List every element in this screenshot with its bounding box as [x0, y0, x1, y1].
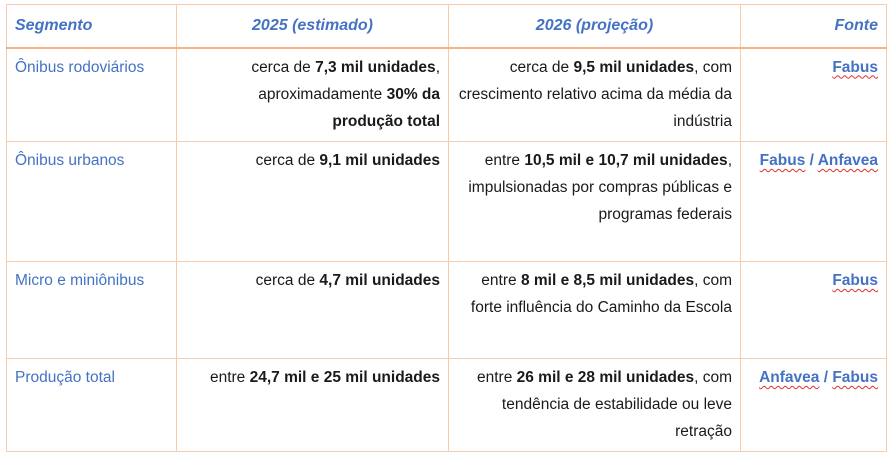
estimate-2025-cell: entre 24,7 mil e 25 mil unidades — [176, 358, 449, 452]
text-run: , aproximadamente — [258, 58, 440, 103]
source-link[interactable]: Anfavea — [817, 152, 878, 169]
text-run: , com forte influência do Caminho da Esc… — [470, 272, 732, 316]
header-segmento: Segmento — [6, 4, 177, 49]
bus-production-table: Segmento 2025 (estimado) 2026 (projeção)… — [6, 4, 887, 452]
text-run: entre — [209, 369, 250, 386]
source-link[interactable]: Fabus — [759, 152, 806, 169]
segment-table-container: Segmento 2025 (estimado) 2026 (projeção)… — [6, 4, 887, 452]
table-header-row: Segmento 2025 (estimado) 2026 (projeção)… — [6, 4, 887, 49]
projection-2026-cell: entre 26 mil e 28 mil unidades, com tend… — [448, 358, 741, 452]
bold-run: 4,7 mil unidades — [319, 272, 440, 289]
estimate-2025-cell: cerca de 9,1 mil unidades — [176, 141, 449, 262]
header-2026: 2026 (projeção) — [448, 4, 741, 49]
table-row: Micro e miniônibus cerca de 4,7 mil unid… — [6, 261, 887, 359]
text-run: , com crescimento relativo acima da médi… — [458, 58, 732, 130]
bold-run: 26 mil e 28 mil unidades — [516, 369, 695, 386]
source-link[interactable]: Fabus — [832, 272, 878, 289]
table-row: Produção total entre 24,7 mil e 25 mil u… — [6, 358, 887, 452]
text-run: , com tendência de estabilidade ou leve … — [501, 369, 732, 440]
table-row: Ônibus urbanos cerca de 9,1 mil unidades… — [6, 141, 887, 262]
text-run: entre — [476, 369, 517, 386]
estimate-2025-cell: cerca de 7,3 mil unidades, aproximadamen… — [176, 47, 449, 142]
text-run: cerca de — [251, 58, 316, 76]
bold-run: 30% da produção total — [332, 85, 440, 130]
segment-cell: Ônibus urbanos — [6, 141, 177, 262]
source-separator: / — [819, 369, 833, 386]
source-link[interactable]: Fabus — [832, 369, 878, 386]
text-run: cerca de — [509, 58, 574, 76]
bold-run: 10,5 mil e 10,7 mil unidades — [524, 152, 728, 169]
text-run: entre — [481, 272, 521, 289]
estimate-2025-cell: cerca de 4,7 mil unidades — [176, 261, 449, 359]
projection-2026-cell: entre 10,5 mil e 10,7 mil unidades, impu… — [448, 141, 741, 262]
source-separator: / — [805, 152, 818, 169]
segment-cell: Ônibus rodoviários — [6, 47, 177, 142]
header-fonte: Fonte — [740, 4, 887, 49]
table-row: Ônibus rodoviários cerca de 7,3 mil unid… — [6, 47, 887, 142]
projection-2026-cell: cerca de 9,5 mil unidades, com crescimen… — [448, 47, 741, 142]
bold-run: 8 mil e 8,5 mil unidades — [520, 272, 695, 289]
projection-2026-cell: entre 8 mil e 8,5 mil unidades, com fort… — [448, 261, 741, 359]
text-run: , impulsionadas por compras públicas e p… — [468, 152, 732, 223]
header-2025: 2025 (estimado) — [176, 4, 449, 49]
bold-run: 9,1 mil unidades — [319, 152, 440, 169]
source-cell: Anfavea / Fabus — [740, 358, 887, 452]
bold-run: 7,3 mil unidades — [315, 58, 436, 76]
segment-cell: Produção total — [6, 358, 177, 452]
source-cell: Fabus — [740, 47, 887, 142]
segment-cell: Micro e miniônibus — [6, 261, 177, 359]
text-run: entre — [484, 152, 525, 169]
bold-run: 9,5 mil unidades — [573, 58, 695, 76]
source-link[interactable]: Anfavea — [759, 369, 820, 386]
bold-run: 24,7 mil e 25 mil unidades — [249, 369, 440, 386]
text-run: cerca de — [255, 152, 320, 169]
source-cell: Fabus / Anfavea — [740, 141, 887, 262]
source-cell: Fabus — [740, 261, 887, 359]
text-run: cerca de — [255, 272, 320, 289]
source-link[interactable]: Fabus — [832, 58, 878, 76]
